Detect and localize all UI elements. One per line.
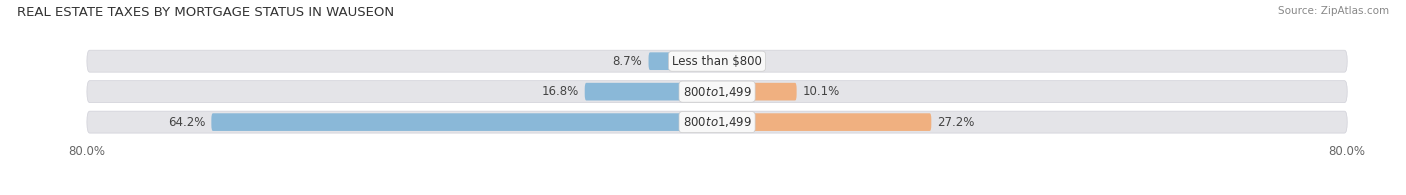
FancyBboxPatch shape [585, 83, 717, 100]
Text: $800 to $1,499: $800 to $1,499 [682, 115, 752, 129]
Text: 16.8%: 16.8% [541, 85, 578, 98]
FancyBboxPatch shape [717, 113, 931, 131]
FancyBboxPatch shape [717, 52, 725, 70]
Text: Less than $800: Less than $800 [672, 55, 762, 68]
Text: REAL ESTATE TAXES BY MORTGAGE STATUS IN WAUSEON: REAL ESTATE TAXES BY MORTGAGE STATUS IN … [17, 6, 394, 19]
Text: 10.1%: 10.1% [803, 85, 841, 98]
Text: Source: ZipAtlas.com: Source: ZipAtlas.com [1278, 6, 1389, 16]
FancyBboxPatch shape [87, 50, 1347, 72]
Text: 8.7%: 8.7% [613, 55, 643, 68]
FancyBboxPatch shape [211, 113, 717, 131]
FancyBboxPatch shape [648, 52, 717, 70]
Text: 64.2%: 64.2% [167, 116, 205, 129]
FancyBboxPatch shape [717, 83, 797, 100]
FancyBboxPatch shape [87, 81, 1347, 103]
Text: 27.2%: 27.2% [938, 116, 974, 129]
Text: 1.0%: 1.0% [731, 55, 761, 68]
FancyBboxPatch shape [87, 111, 1347, 133]
Text: $800 to $1,499: $800 to $1,499 [682, 85, 752, 99]
